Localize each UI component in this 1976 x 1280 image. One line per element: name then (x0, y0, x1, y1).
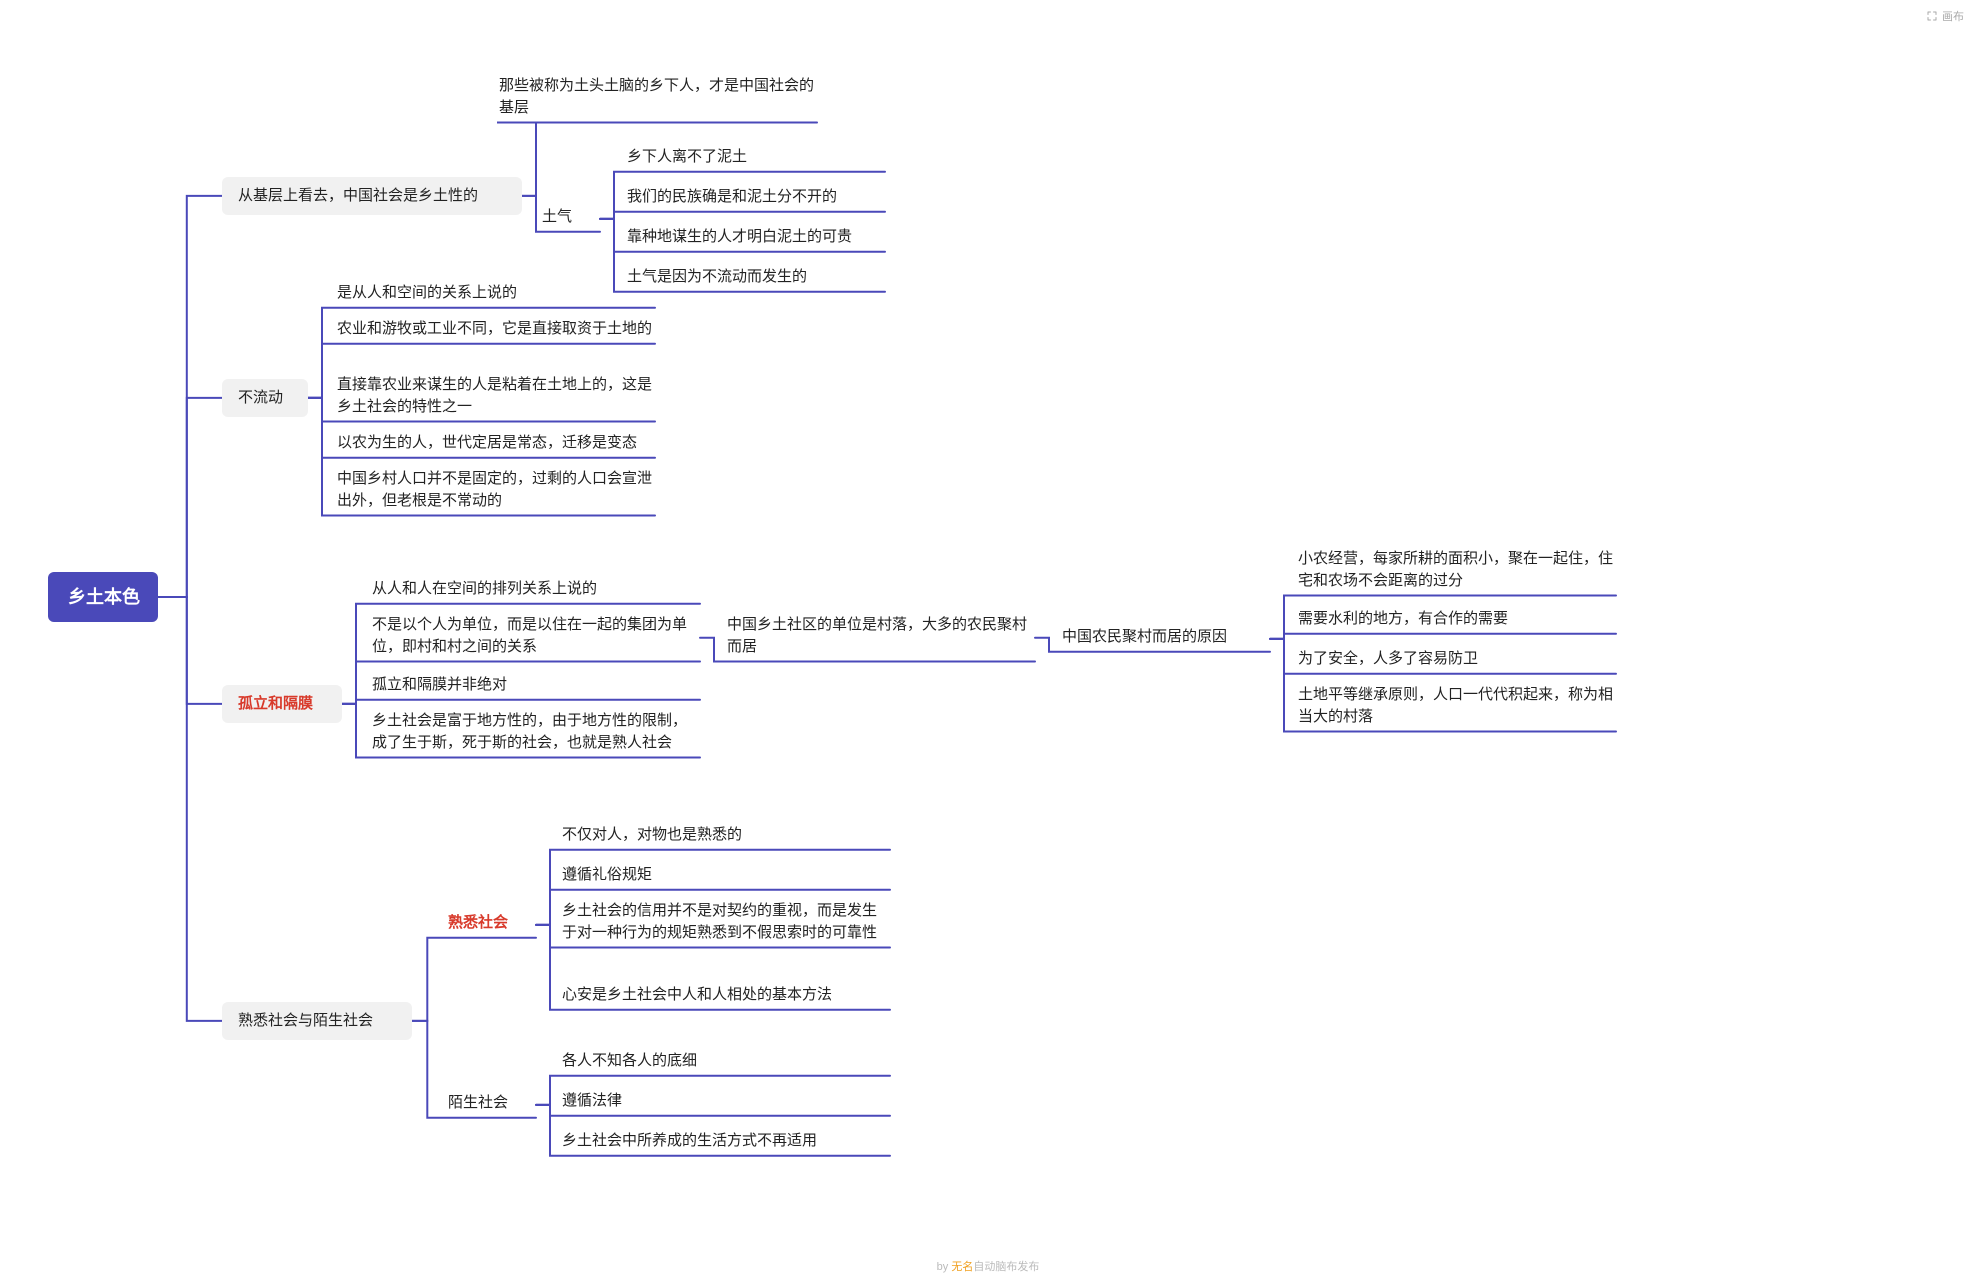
edge (600, 212, 885, 219)
node-b2c[interactable]: 直接靠农业来谋生的人是粘着在土地上的，这是乡土社会的特性之一 (335, 374, 655, 422)
node-label: 那些被称为土头土脑的乡下人，才是中国社会的基层 (499, 77, 814, 116)
node-b1a[interactable]: 那些被称为土头土脑的乡下人，才是中国社会的基层 (497, 75, 817, 123)
node-label: 中国农民聚村而居的原因 (1062, 628, 1227, 645)
node-label: 农业和游牧或工业不同，它是直接取资于土地的 (337, 320, 652, 337)
node-b4b[interactable]: 陌生社会 (446, 1092, 536, 1118)
node-label: 不流动 (238, 389, 283, 406)
node-label: 遵循法律 (562, 1092, 622, 1109)
node-label: 乡土社会的信用并不是对契约的重视，而是发生于对一种行为的规矩熟悉到不假思索时的可… (562, 902, 877, 941)
node-label: 不仅对人，对物也是熟悉的 (562, 826, 742, 843)
edge (412, 938, 536, 1021)
expand-icon (1926, 10, 1938, 22)
node-b1b2[interactable]: 我们的民族确是和泥土分不开的 (625, 186, 885, 212)
node-b4a[interactable]: 熟悉社会 (446, 912, 536, 938)
node-label: 需要水利的地方，有合作的需要 (1298, 610, 1508, 627)
node-label: 乡土社会是富于地方性的，由于地方性的限制，成了生于斯，死于斯的社会，也就是熟人社… (372, 712, 687, 751)
node-label: 孤立和隔膜并非绝对 (372, 676, 507, 693)
node-b4b2[interactable]: 遵循法律 (560, 1090, 890, 1116)
node-b2d[interactable]: 以农为生的人，世代定居是常态，迁移是变态 (335, 432, 655, 458)
node-b3d[interactable]: 乡土社会是富于地方性的，由于地方性的限制，成了生于斯，死于斯的社会，也就是熟人社… (370, 710, 700, 758)
node-b3[interactable]: 孤立和隔膜 (222, 685, 342, 723)
node-label: 是从人和空间的关系上说的 (337, 284, 517, 301)
canvas-button[interactable]: 画布 (1926, 8, 1964, 24)
node-label: 我们的民族确是和泥土分不开的 (627, 188, 837, 205)
node-label: 熟悉社会与陌生社会 (238, 1012, 373, 1029)
node-label: 熟悉社会 (448, 914, 508, 931)
node-label: 从人和人在空间的排列关系上说的 (372, 580, 597, 597)
node-label: 以农为生的人，世代定居是常态，迁移是变态 (337, 434, 637, 451)
edge (158, 196, 222, 597)
node-b1b3[interactable]: 靠种地谋生的人才明白泥土的可贵 (625, 226, 885, 252)
node-r4[interactable]: 土地平等继承原则，人口一代代积起来，称为相当大的村落 (1296, 684, 1616, 732)
canvas-button-label: 画布 (1942, 8, 1964, 24)
node-b4b1[interactable]: 各人不知各人的底细 (560, 1050, 890, 1076)
edge (158, 597, 222, 1021)
node-label: 直接靠农业来谋生的人是粘着在土地上的，这是乡土社会的特性之一 (337, 376, 652, 415)
node-b4a4[interactable]: 心安是乡土社会中人和人相处的基本方法 (560, 984, 890, 1010)
node-r3[interactable]: 为了安全，人多了容易防卫 (1296, 648, 1616, 674)
node-b1[interactable]: 从基层上看去，中国社会是乡土性的 (222, 177, 522, 215)
node-b2a[interactable]: 是从人和空间的关系上说的 (335, 282, 655, 308)
node-label: 遵循礼俗规矩 (562, 866, 652, 883)
edge (158, 398, 222, 597)
node-label: 中国乡土社区的单位是村落，大多的农民聚村而居 (727, 616, 1027, 655)
node-label: 不是以个人为单位，而是以住在一起的集团为单位，即村和村之间的关系 (372, 616, 687, 655)
node-label: 各人不知各人的底细 (562, 1052, 697, 1069)
node-label: 土地平等继承原则，人口一代代积起来，称为相当大的村落 (1298, 686, 1613, 725)
node-b1b4[interactable]: 土气是因为不流动而发生的 (625, 266, 885, 292)
node-b3a[interactable]: 从人和人在空间的排列关系上说的 (370, 578, 700, 604)
edge (1270, 634, 1616, 639)
node-b1b[interactable]: 土气 (540, 206, 600, 232)
node-label: 土气 (542, 208, 572, 225)
node-b3b1[interactable]: 中国乡土社区的单位是村落，大多的农民聚村而居 (725, 614, 1035, 662)
node-label: 孤立和隔膜 (238, 695, 313, 712)
mindmap-canvas: 画布 by 无名自动脑布发布 乡土本色 从基层上看去，中国社会是乡土性的 那些被称为… (0, 0, 1976, 1280)
node-label: 从基层上看去，中国社会是乡土性的 (238, 187, 478, 204)
node-label: 小农经营，每家所耕的面积小，聚在一起住，住宅和农场不会距离的过分 (1298, 550, 1613, 589)
node-root[interactable]: 乡土本色 (48, 572, 158, 622)
node-b4a3[interactable]: 乡土社会的信用并不是对契约的重视，而是发生于对一种行为的规矩熟悉到不假思索时的可… (560, 900, 890, 948)
node-b3b1a[interactable]: 中国农民聚村而居的原因 (1060, 626, 1270, 652)
node-b4a2[interactable]: 遵循礼俗规矩 (560, 864, 890, 890)
edge (158, 597, 222, 704)
node-b4a1[interactable]: 不仅对人，对物也是熟悉的 (560, 824, 890, 850)
node-label: 陌生社会 (448, 1094, 508, 1111)
node-label: 中国乡村人口并不是固定的，过剩的人口会宣泄出外，但老根是不常动的 (337, 470, 652, 509)
node-b4[interactable]: 熟悉社会与陌生社会 (222, 1002, 412, 1040)
node-label: 心安是乡土社会中人和人相处的基本方法 (562, 986, 832, 1003)
node-label: 乡土社会中所养成的生活方式不再适用 (562, 1132, 817, 1149)
node-b2e[interactable]: 中国乡村人口并不是固定的，过剩的人口会宣泄出外，但老根是不常动的 (335, 468, 655, 516)
node-label: 乡土本色 (68, 587, 140, 607)
node-b2b[interactable]: 农业和游牧或工业不同，它是直接取资于土地的 (335, 318, 655, 344)
node-label: 乡下人离不了泥土 (627, 148, 747, 165)
node-b2[interactable]: 不流动 (222, 379, 308, 417)
node-r1[interactable]: 小农经营，每家所耕的面积小，聚在一起住，住宅和农场不会距离的过分 (1296, 548, 1616, 596)
node-r2[interactable]: 需要水利的地方，有合作的需要 (1296, 608, 1616, 634)
node-label: 为了安全，人多了容易防卫 (1298, 650, 1478, 667)
node-label: 靠种地谋生的人才明白泥土的可贵 (627, 228, 852, 245)
node-b4b3[interactable]: 乡土社会中所养成的生活方式不再适用 (560, 1130, 890, 1156)
node-b1b1[interactable]: 乡下人离不了泥土 (625, 146, 885, 172)
node-b3c[interactable]: 孤立和隔膜并非绝对 (370, 674, 700, 700)
node-b3b[interactable]: 不是以个人为单位，而是以住在一起的集团为单位，即村和村之间的关系 (370, 614, 700, 662)
credit-line: by 无名自动脑布发布 (937, 1258, 1040, 1274)
edge (342, 700, 700, 704)
